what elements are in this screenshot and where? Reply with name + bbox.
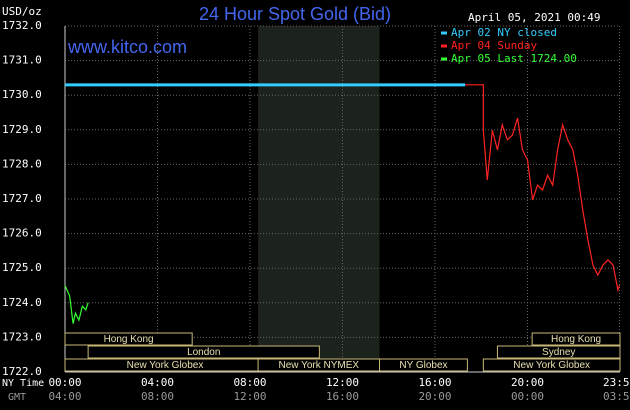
y-tick-label: 1730.0 [2, 88, 42, 101]
series-line [64, 285, 89, 324]
x2-tick-label: 08:00 [141, 390, 174, 403]
y-tick-label: 1727.0 [2, 192, 42, 205]
legend-label: Apr 05 Last 1724.00 [451, 52, 577, 65]
session-box [531, 332, 621, 346]
session-label: Hong Kong [551, 334, 601, 345]
legend-swatch [441, 57, 447, 61]
highlight-band [258, 26, 380, 372]
x2-tick-label: 00:00 [511, 390, 544, 403]
x-tick-label: 00:00 [48, 376, 81, 389]
y-tick-label: 1726.0 [2, 227, 42, 240]
x2-tick-label: 16:00 [326, 390, 359, 403]
legend-swatch [441, 44, 447, 48]
legend-label: Apr 02 NY closed [451, 26, 557, 39]
x-tick-label: 04:00 [141, 376, 174, 389]
session-label: New York NYMEX [279, 360, 360, 371]
x-tick-label: 16:00 [418, 376, 451, 389]
y-tick-label: 1725.0 [2, 261, 42, 274]
y-tick-label: 1724.0 [2, 296, 42, 309]
y-tick-label: 1728.0 [2, 157, 42, 170]
x-row-label: NY Time [2, 378, 44, 389]
session-label: Hong Kong [104, 334, 154, 345]
legend-swatch [441, 31, 447, 35]
session-label: NY Globex [399, 360, 447, 371]
y-tick-label: 1731.0 [2, 54, 42, 67]
x2-row-label: GMT [8, 392, 26, 403]
x-tick-label: 23:59 [603, 376, 630, 389]
x-tick-label: 12:00 [326, 376, 359, 389]
x2-tick-label: 20:00 [418, 390, 451, 403]
session-box [64, 332, 193, 346]
x2-tick-label: 12:00 [233, 390, 266, 403]
session-label: London [187, 347, 220, 358]
series-line [465, 84, 621, 293]
timestamp: April 05, 2021 00:49 [468, 11, 600, 24]
session-box [482, 358, 621, 372]
y-tick-label: 1723.0 [2, 330, 42, 343]
session-box [87, 345, 320, 359]
session-box [496, 345, 621, 359]
x-tick-label: 20:00 [511, 376, 544, 389]
session-box [379, 358, 468, 372]
session-label: New York Globex [127, 360, 204, 371]
y-tick-label: 1722.0 [2, 365, 42, 378]
legend-label: Apr 04 Sunday [451, 39, 537, 52]
x-tick-label: 08:00 [233, 376, 266, 389]
chart-title: 24 Hour Spot Gold (Bid) [199, 4, 391, 24]
x2-tick-label: 03:59 [603, 390, 630, 403]
y-tick-label: 1732.0 [2, 19, 42, 32]
website: www.kitco.com [67, 37, 187, 57]
y-unit: USD/oz [2, 5, 42, 18]
session-label: Sydney [542, 347, 575, 358]
x2-tick-label: 04:00 [48, 390, 81, 403]
y-tick-label: 1729.0 [2, 123, 42, 136]
session-label: New York Globex [513, 360, 590, 371]
